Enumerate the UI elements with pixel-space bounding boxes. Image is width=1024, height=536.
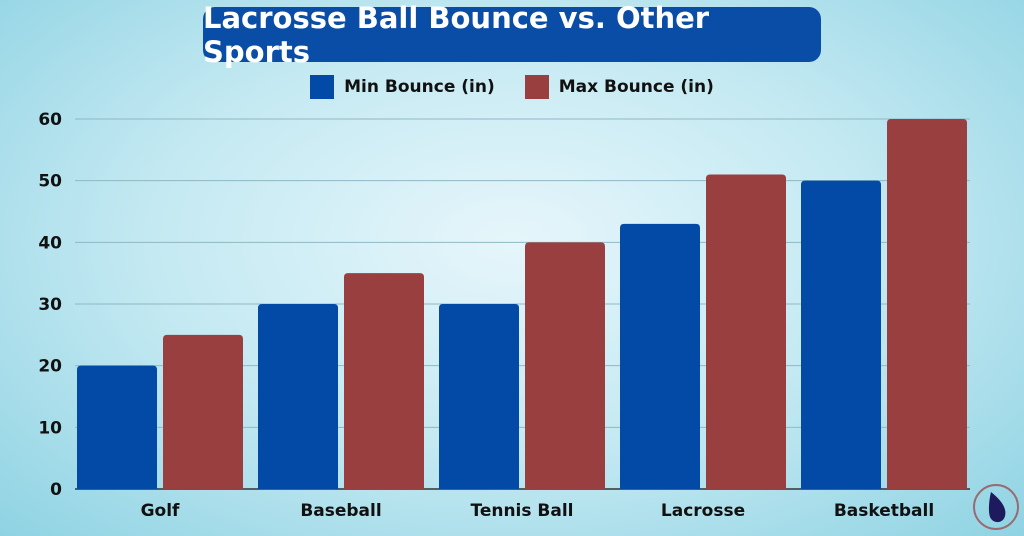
bar-min	[439, 304, 519, 489]
legend-label-max: Max Bounce (in)	[558, 77, 714, 97]
y-tick-label: 20	[38, 357, 62, 377]
y-tick-label: 0	[50, 480, 62, 500]
bar-max	[344, 273, 424, 489]
x-tick-label: Basketball	[834, 501, 934, 521]
bar-max	[525, 242, 605, 489]
x-tick-label: Baseball	[300, 501, 381, 521]
legend-item-max: Max Bounce (in)	[524, 75, 714, 99]
legend: Min Bounce (in) Max Bounce (in)	[0, 75, 1024, 99]
droplet-icon	[988, 492, 1006, 523]
x-tick-label: Golf	[141, 501, 180, 521]
bar-max	[706, 174, 786, 489]
bar-min	[77, 365, 157, 489]
y-tick-label: 50	[38, 172, 62, 192]
bar-min	[258, 304, 338, 489]
bar-min	[801, 180, 881, 489]
bar-max	[163, 334, 243, 489]
chart-title: Lacrosse Ball Bounce vs. Other Sports	[203, 1, 821, 69]
legend-item-min: Min Bounce (in)	[310, 75, 495, 99]
y-tick-label: 30	[38, 295, 62, 315]
y-tick-label: 60	[38, 110, 62, 130]
y-tick-label: 40	[38, 233, 62, 253]
y-tick-label: 10	[38, 418, 62, 438]
legend-label-min: Min Bounce (in)	[344, 77, 495, 97]
x-tick-label: Lacrosse	[661, 501, 745, 521]
logo	[973, 484, 1019, 530]
bar-max	[887, 119, 967, 489]
bar-min	[620, 223, 700, 490]
legend-swatch-min	[310, 75, 335, 99]
legend-swatch-max	[524, 75, 549, 99]
x-tick-label: Tennis Ball	[470, 501, 573, 521]
